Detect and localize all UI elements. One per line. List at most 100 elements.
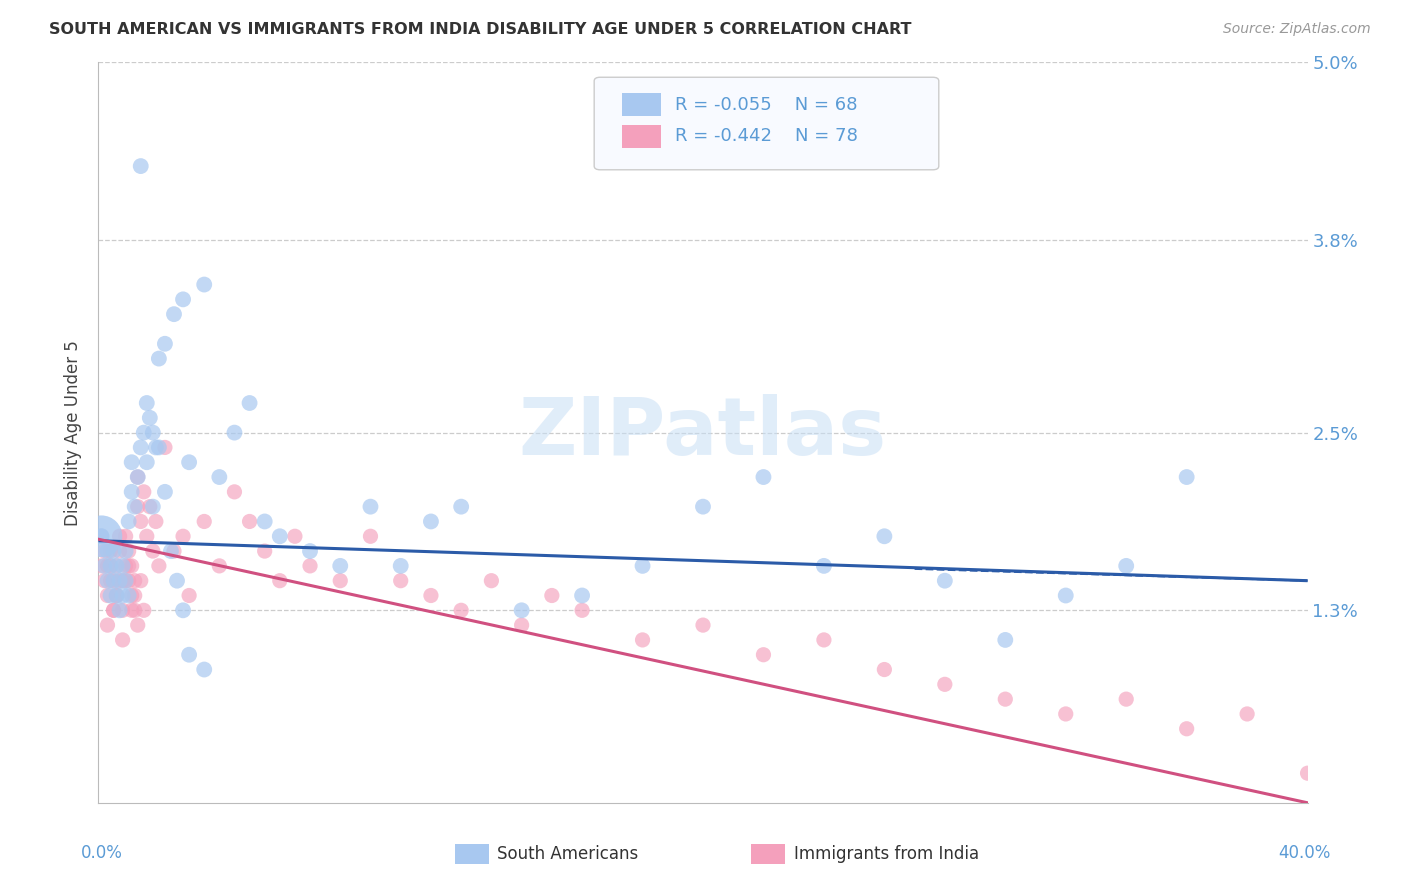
Point xyxy=(179,648,201,662)
Point xyxy=(692,500,714,514)
Point xyxy=(105,589,128,603)
Point xyxy=(224,425,246,440)
Point xyxy=(111,589,134,603)
Point xyxy=(934,677,956,691)
Point xyxy=(571,603,593,617)
Point xyxy=(124,500,146,514)
Point xyxy=(994,632,1017,647)
Point xyxy=(139,500,162,514)
Point xyxy=(163,544,186,558)
Point xyxy=(299,544,322,558)
Point xyxy=(1236,706,1258,721)
Point xyxy=(108,544,131,558)
Point xyxy=(253,544,276,558)
Point xyxy=(121,455,143,469)
Point xyxy=(172,603,194,617)
Point xyxy=(692,618,714,632)
Point xyxy=(1054,706,1077,721)
Point xyxy=(142,544,165,558)
Point xyxy=(450,500,472,514)
Point xyxy=(127,470,149,484)
Point xyxy=(193,277,215,292)
Text: ZIPatlas: ZIPatlas xyxy=(519,393,887,472)
Point xyxy=(127,470,149,484)
Point xyxy=(103,603,125,617)
Point xyxy=(631,558,654,573)
Text: Immigrants from India: Immigrants from India xyxy=(793,845,979,863)
Point xyxy=(1175,722,1198,736)
Point xyxy=(193,515,215,529)
Point xyxy=(118,574,141,588)
Point xyxy=(90,529,112,543)
Point xyxy=(193,663,215,677)
Point xyxy=(269,529,291,543)
Point xyxy=(108,529,131,543)
Point xyxy=(360,500,382,514)
Point xyxy=(132,603,155,617)
Point xyxy=(111,558,134,573)
Point xyxy=(127,500,149,514)
Point xyxy=(90,529,112,543)
Point xyxy=(100,544,122,558)
Point xyxy=(129,515,152,529)
Point xyxy=(208,558,231,573)
Point xyxy=(360,529,382,543)
Point xyxy=(389,558,412,573)
Point xyxy=(124,589,146,603)
Point xyxy=(103,603,125,617)
Point xyxy=(100,589,122,603)
Point xyxy=(172,529,194,543)
Point xyxy=(420,589,443,603)
Point xyxy=(129,574,152,588)
Point xyxy=(132,484,155,499)
Point xyxy=(481,574,503,588)
Point xyxy=(105,589,128,603)
Bar xyxy=(751,844,785,864)
Point xyxy=(124,603,146,617)
Point xyxy=(329,574,352,588)
Point xyxy=(420,515,443,529)
FancyBboxPatch shape xyxy=(595,78,939,169)
Point xyxy=(96,558,118,573)
Point xyxy=(111,603,134,617)
Point xyxy=(139,410,162,425)
Point xyxy=(121,589,143,603)
Point xyxy=(93,558,115,573)
Point xyxy=(124,574,146,588)
Point xyxy=(1115,558,1137,573)
Point xyxy=(571,589,593,603)
Point xyxy=(135,529,157,543)
Point xyxy=(90,558,112,573)
Point xyxy=(1115,692,1137,706)
Point xyxy=(96,574,118,588)
Point xyxy=(111,574,134,588)
Point xyxy=(510,618,533,632)
Point xyxy=(994,692,1017,706)
Text: 0.0%: 0.0% xyxy=(80,844,122,863)
Bar xyxy=(621,125,661,148)
Point xyxy=(118,515,141,529)
Point xyxy=(103,574,125,588)
Point xyxy=(163,307,186,321)
Point xyxy=(1175,470,1198,484)
Point xyxy=(179,589,201,603)
Point xyxy=(108,574,131,588)
Point xyxy=(239,515,262,529)
Point xyxy=(100,574,122,588)
Point xyxy=(208,470,231,484)
Point xyxy=(1296,766,1319,780)
Point xyxy=(114,558,136,573)
Point xyxy=(135,396,157,410)
Point xyxy=(540,589,562,603)
Point xyxy=(153,336,176,351)
Point xyxy=(93,544,115,558)
Point xyxy=(172,293,194,307)
Point xyxy=(90,529,112,543)
Point xyxy=(96,618,118,632)
Point xyxy=(813,632,835,647)
Point xyxy=(121,603,143,617)
Point xyxy=(129,159,152,173)
Point xyxy=(96,544,118,558)
Point xyxy=(114,574,136,588)
Point xyxy=(114,544,136,558)
